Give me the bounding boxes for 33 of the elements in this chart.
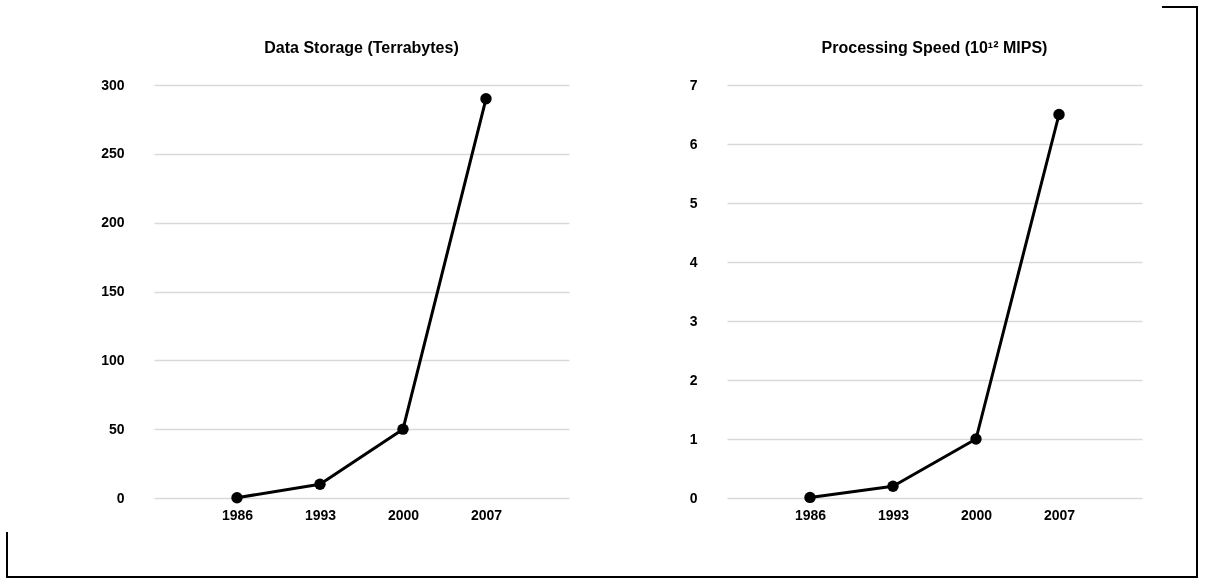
x-tick-label: 2007 <box>470 506 503 523</box>
y-tick-label: 0 <box>689 489 698 506</box>
y-tick-label: 250 <box>101 145 125 162</box>
y-tick-label: 300 <box>101 76 125 93</box>
x-tick-label: 1986 <box>221 506 254 523</box>
y-tick-label: 50 <box>108 420 125 437</box>
point <box>314 478 326 490</box>
x-tick-label: 1993 <box>877 506 910 523</box>
y-tick-label: 7 <box>689 76 698 93</box>
point <box>480 93 492 105</box>
point <box>231 492 243 504</box>
y-tick-label: 5 <box>689 194 698 211</box>
x-tick-label: 2007 <box>1043 506 1076 523</box>
point <box>970 433 982 445</box>
chart-title: Data Storage (Terrabytes) <box>264 39 459 56</box>
y-tick-label: 100 <box>101 351 125 368</box>
x-tick-label: 1986 <box>794 506 827 523</box>
y-tick-label: 150 <box>101 283 125 299</box>
y-tick-label: 3 <box>689 312 698 329</box>
point <box>804 491 816 504</box>
point <box>1053 108 1065 121</box>
x-tick-label: 2000 <box>387 506 420 523</box>
y-tick-label: 200 <box>101 214 125 231</box>
point <box>887 480 899 492</box>
y-tick-label: 6 <box>689 135 698 152</box>
y-tick-label: 2 <box>689 371 698 388</box>
y-tick-label: 1 <box>689 430 698 447</box>
point <box>397 423 409 435</box>
x-tick-label: 2000 <box>960 506 993 523</box>
y-tick-label: 0 <box>116 489 125 506</box>
x-tick-label: 1993 <box>304 506 337 523</box>
y-tick-label: 4 <box>689 253 698 270</box>
chart-title: Processing Speed (10¹² MIPS) <box>821 39 1048 56</box>
